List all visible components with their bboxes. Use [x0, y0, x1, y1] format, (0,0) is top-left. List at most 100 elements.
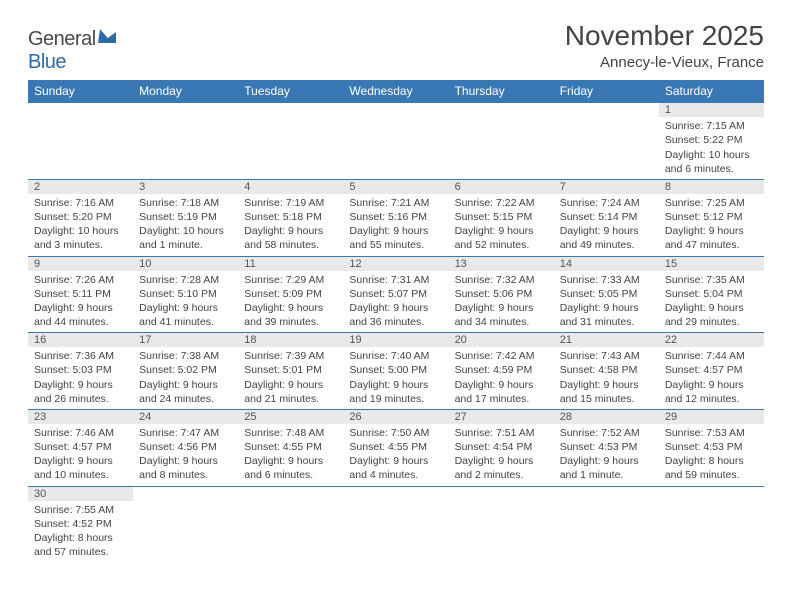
empty-cell: [28, 103, 133, 179]
weekday-friday: Friday: [554, 80, 659, 103]
sunset-line: Sunset: 5:05 PM: [560, 287, 653, 301]
sunrise-line: Sunrise: 7:22 AM: [455, 196, 548, 210]
sunrise-line: Sunrise: 7:26 AM: [34, 273, 127, 287]
sunset-line: Sunset: 5:09 PM: [244, 287, 337, 301]
daylight-line: Daylight: 9 hours and 8 minutes.: [139, 454, 232, 482]
sunset-line: Sunset: 5:19 PM: [139, 210, 232, 224]
day-number: 4: [238, 180, 343, 194]
day-cell: 4Sunrise: 7:19 AMSunset: 5:18 PMDaylight…: [238, 180, 343, 256]
day-info: Sunrise: 7:47 AMSunset: 4:56 PMDaylight:…: [139, 426, 232, 483]
calendar-week: 9 Sunrise: 7:26 AMSunset: 5:11 PMDaylight…: [28, 257, 764, 334]
day-info: Sunrise: 7:44 AMSunset: 4:57 PMDaylight:…: [665, 349, 758, 406]
day-cell: 22Sunrise: 7:44 AMSunset: 4:57 PMDayligh…: [659, 333, 764, 409]
sunrise-line: Sunrise: 7:52 AM: [560, 426, 653, 440]
day-info: Sunrise: 7:21 AMSunset: 5:16 PMDaylight:…: [349, 196, 442, 253]
day-info: Sunrise: 7:48 AMSunset: 4:55 PMDaylight:…: [244, 426, 337, 483]
daylight-line: Daylight: 9 hours and 17 minutes.: [455, 378, 548, 406]
sunset-line: Sunset: 5:16 PM: [349, 210, 442, 224]
day-info: Sunrise: 7:38 AMSunset: 5:02 PMDaylight:…: [139, 349, 232, 406]
daylight-line: Daylight: 9 hours and 12 minutes.: [665, 378, 758, 406]
day-cell: 24 Sunrise: 7:47 AMSunset: 4:56 PMDayligh…: [133, 410, 238, 486]
day-number: 14: [554, 257, 659, 271]
day-info: Sunrise: 7:53 AMSunset: 4:53 PMDaylight:…: [665, 426, 758, 483]
day-number: 1: [659, 103, 764, 117]
day-info: Sunrise: 7:26 AMSunset: 5:11 PMDaylight:…: [34, 273, 127, 330]
sunrise-line: Sunrise: 7:47 AM: [139, 426, 232, 440]
day-number: 3: [133, 180, 238, 194]
day-number: 28: [554, 410, 659, 424]
day-cell: 2 Sunrise: 7:16 AMSunset: 5:20 PMDaylight…: [28, 180, 133, 256]
empty-cell: [238, 103, 343, 179]
day-info: Sunrise: 7:36 AMSunset: 5:03 PMDaylight:…: [34, 349, 127, 406]
day-cell: 17Sunrise: 7:38 AMSunset: 5:02 PMDayligh…: [133, 333, 238, 409]
sunset-line: Sunset: 5:12 PM: [665, 210, 758, 224]
day-info: Sunrise: 7:32 AMSunset: 5:06 PMDaylight:…: [455, 273, 548, 330]
sunset-line: Sunset: 4:54 PM: [455, 440, 548, 454]
weekday-wednesday: Wednesday: [343, 80, 448, 103]
daylight-line: Daylight: 9 hours and 4 minutes.: [349, 454, 442, 482]
day-info: Sunrise: 7:16 AMSunset: 5:20 PMDaylight:…: [34, 196, 127, 253]
day-number: 27: [449, 410, 554, 424]
daylight-line: Daylight: 9 hours and 49 minutes.: [560, 224, 653, 252]
brand-text: GeneralBlue: [28, 28, 118, 74]
day-cell: 25Sunrise: 7:48 AMSunset: 4:55 PMDayligh…: [238, 410, 343, 486]
sunset-line: Sunset: 5:15 PM: [455, 210, 548, 224]
sunrise-line: Sunrise: 7:50 AM: [349, 426, 442, 440]
daylight-line: Daylight: 9 hours and 41 minutes.: [139, 301, 232, 329]
sunrise-line: Sunrise: 7:16 AM: [34, 196, 127, 210]
sunrise-line: Sunrise: 7:55 AM: [34, 503, 127, 517]
day-cell: 23Sunrise: 7:46 AMSunset: 4:57 PMDayligh…: [28, 410, 133, 486]
day-cell: 5Sunrise: 7:21 AMSunset: 5:16 PMDaylight…: [343, 180, 448, 256]
day-cell: 16Sunrise: 7:36 AMSunset: 5:03 PMDayligh…: [28, 333, 133, 409]
day-cell: 9 Sunrise: 7:26 AMSunset: 5:11 PMDaylight…: [28, 257, 133, 333]
daylight-line: Daylight: 9 hours and 36 minutes.: [349, 301, 442, 329]
day-info: Sunrise: 7:22 AMSunset: 5:15 PMDaylight:…: [455, 196, 548, 253]
day-cell: 14Sunrise: 7:33 AMSunset: 5:05 PMDayligh…: [554, 257, 659, 333]
title-block: November 2025 Annecy-le-Vieux, France: [565, 20, 764, 71]
day-info: Sunrise: 7:52 AMSunset: 4:53 PMDaylight:…: [560, 426, 653, 483]
day-cell: 20Sunrise: 7:42 AMSunset: 4:59 PMDayligh…: [449, 333, 554, 409]
day-number: 18: [238, 333, 343, 347]
sunset-line: Sunset: 5:07 PM: [349, 287, 442, 301]
daylight-line: Daylight: 10 hours and 1 minute.: [139, 224, 232, 252]
day-number: 24: [133, 410, 238, 424]
day-cell: 26Sunrise: 7:50 AMSunset: 4:55 PMDayligh…: [343, 410, 448, 486]
calendar-week: 23Sunrise: 7:46 AMSunset: 4:57 PMDayligh…: [28, 410, 764, 487]
brand-part2: Blue: [28, 51, 66, 73]
day-cell: 30Sunrise: 7:55 AMSunset: 4:52 PMDayligh…: [28, 487, 133, 563]
sunrise-line: Sunrise: 7:28 AM: [139, 273, 232, 287]
sunrise-line: Sunrise: 7:25 AM: [665, 196, 758, 210]
day-number: 12: [343, 257, 448, 271]
sunrise-line: Sunrise: 7:35 AM: [665, 273, 758, 287]
sunset-line: Sunset: 4:55 PM: [244, 440, 337, 454]
sunset-line: Sunset: 4:57 PM: [34, 440, 127, 454]
day-cell: 29Sunrise: 7:53 AMSunset: 4:53 PMDayligh…: [659, 410, 764, 486]
sunrise-line: Sunrise: 7:18 AM: [139, 196, 232, 210]
day-info: Sunrise: 7:29 AMSunset: 5:09 PMDaylight:…: [244, 273, 337, 330]
calendar-grid: 1Sunrise: 7:15 AMSunset: 5:22 PMDaylight…: [28, 103, 764, 562]
daylight-line: Daylight: 9 hours and 1 minute.: [560, 454, 653, 482]
daylight-line: Daylight: 10 hours and 6 minutes.: [665, 148, 758, 176]
sunrise-line: Sunrise: 7:46 AM: [34, 426, 127, 440]
day-info: Sunrise: 7:55 AMSunset: 4:52 PMDaylight:…: [34, 503, 127, 560]
empty-cell: [133, 103, 238, 179]
sunrise-line: Sunrise: 7:21 AM: [349, 196, 442, 210]
day-cell: 12 Sunrise: 7:31 AMSunset: 5:07 PMDayligh…: [343, 257, 448, 333]
day-number: 15: [659, 257, 764, 271]
day-number: 2: [28, 180, 133, 194]
location-text: Annecy-le-Vieux, France: [565, 54, 764, 71]
day-info: Sunrise: 7:31 AMSunset: 5:07 PMDaylight:…: [349, 273, 442, 330]
daylight-line: Daylight: 8 hours and 59 minutes.: [665, 454, 758, 482]
day-info: Sunrise: 7:39 AMSunset: 5:01 PMDaylight:…: [244, 349, 337, 406]
day-number: 9: [28, 257, 133, 271]
daylight-line: Daylight: 9 hours and 26 minutes.: [34, 378, 127, 406]
day-cell: 3 Sunrise: 7:18 AMSunset: 5:19 PMDaylight…: [133, 180, 238, 256]
sunset-line: Sunset: 5:18 PM: [244, 210, 337, 224]
daylight-line: Daylight: 9 hours and 34 minutes.: [455, 301, 548, 329]
empty-cell: [449, 103, 554, 179]
empty-cell: [343, 487, 448, 563]
day-cell: 19Sunrise: 7:40 AMSunset: 5:00 PMDayligh…: [343, 333, 448, 409]
daylight-line: Daylight: 9 hours and 47 minutes.: [665, 224, 758, 252]
sunrise-line: Sunrise: 7:38 AM: [139, 349, 232, 363]
sunrise-line: Sunrise: 7:19 AM: [244, 196, 337, 210]
